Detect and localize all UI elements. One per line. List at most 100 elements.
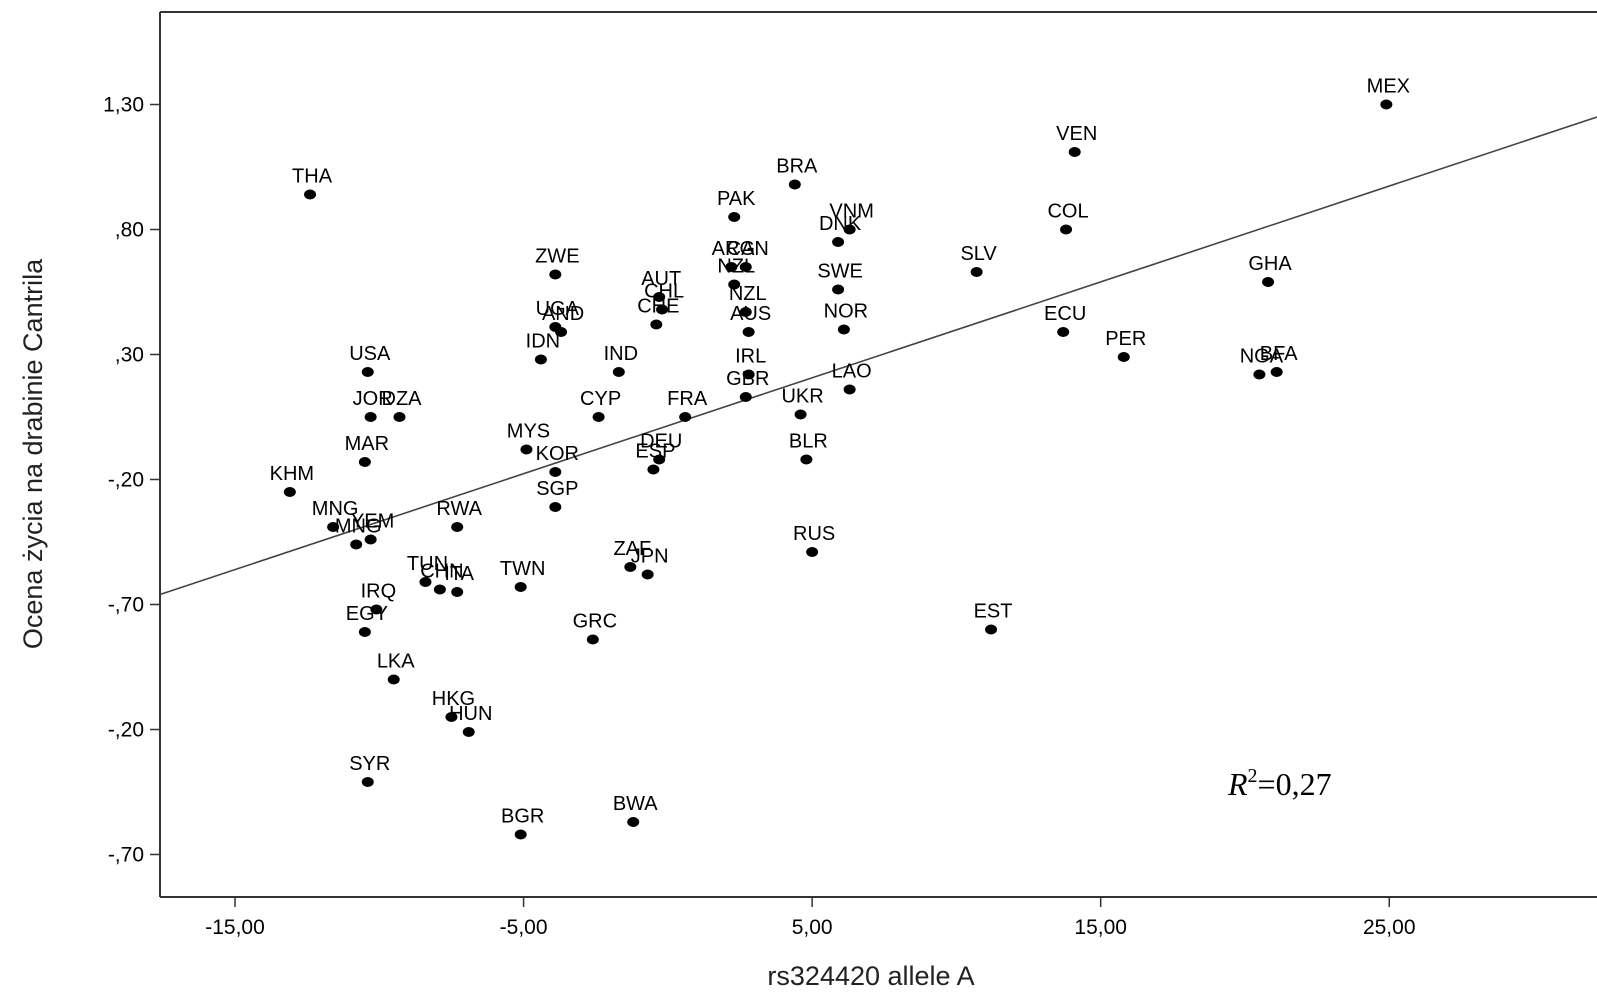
y-tick-label: ,30 xyxy=(115,344,144,367)
data-point xyxy=(586,634,599,645)
x-tick-label: 15,00 xyxy=(1074,916,1127,939)
point-label: GBR xyxy=(726,368,769,390)
data-point xyxy=(742,369,755,380)
point-label: CHL xyxy=(644,281,684,303)
data-point xyxy=(728,212,741,222)
point-label: HUN xyxy=(449,703,492,725)
point-label: ITA xyxy=(444,563,474,585)
data-point xyxy=(1060,224,1073,235)
data-point xyxy=(358,457,371,467)
point-label: JPN xyxy=(631,546,669,568)
point-label: GHA xyxy=(1248,253,1292,275)
point-label: IDN xyxy=(526,331,560,353)
data-point xyxy=(549,467,562,477)
point-label: VNM xyxy=(829,201,873,223)
data-point xyxy=(1270,367,1283,377)
point-label: DEU xyxy=(640,431,682,453)
data-point xyxy=(800,454,813,465)
data-point xyxy=(837,324,850,335)
data-point xyxy=(361,777,374,787)
y-tick-label: -,70 xyxy=(108,594,144,617)
point-label: PER xyxy=(1105,328,1146,350)
data-point xyxy=(549,502,562,512)
data-point xyxy=(358,627,371,637)
point-label: COL xyxy=(1047,201,1088,223)
point-label: THA xyxy=(292,166,333,188)
y-tick-label: 1,30 xyxy=(103,94,144,117)
point-label: IRQ xyxy=(361,581,397,603)
data-point xyxy=(393,412,406,422)
point-label: CAN xyxy=(727,238,769,260)
point-label: MNG xyxy=(312,498,359,520)
x-axis: -15,00 -5,00 5,00 15,00 25,00 xyxy=(205,897,1416,939)
plot-frame xyxy=(159,11,1597,898)
point-label: KHM xyxy=(270,463,314,485)
data-point xyxy=(364,412,377,422)
data-point xyxy=(592,412,605,422)
point-label: HKG xyxy=(432,688,475,710)
point-label: TUN xyxy=(407,553,448,575)
point-label: DZA xyxy=(382,388,423,410)
point-label: USA xyxy=(349,343,391,365)
point-label: EST xyxy=(974,601,1013,623)
data-point xyxy=(549,269,562,280)
data-point xyxy=(364,534,377,545)
data-point xyxy=(433,584,446,595)
point-label: PAK xyxy=(717,188,756,210)
r-squared-annotation: R2=0,27 xyxy=(1227,765,1332,802)
x-tick-label: -15,00 xyxy=(205,916,265,939)
data-point xyxy=(843,224,856,235)
point-label: ZAF xyxy=(613,538,651,560)
y-tick-label: -,20 xyxy=(108,719,144,742)
point-label: IRL xyxy=(735,346,766,368)
point-label: SYR xyxy=(349,753,390,775)
data-point xyxy=(832,284,845,295)
point-label: ECU xyxy=(1044,303,1086,325)
data-point xyxy=(641,569,654,580)
data-point xyxy=(304,189,317,200)
data-point xyxy=(647,464,660,475)
point-label: ARG xyxy=(712,238,755,260)
x-tick-label: 25,00 xyxy=(1363,916,1416,939)
data-point xyxy=(283,487,296,497)
data-point xyxy=(1068,147,1081,157)
point-label: RUS xyxy=(793,523,835,545)
data-point xyxy=(656,304,669,315)
data-point xyxy=(679,412,692,422)
data-point xyxy=(1262,277,1275,287)
data-point xyxy=(612,367,625,377)
data-point xyxy=(370,604,383,615)
x-tick-label: 5,00 xyxy=(792,916,833,939)
fit-line-layer xyxy=(159,116,1597,596)
data-point xyxy=(514,582,527,592)
point-label: LAO xyxy=(832,361,872,383)
data-point xyxy=(742,327,755,337)
point-label: BRA xyxy=(776,156,818,178)
data-point xyxy=(1117,352,1130,362)
point-label: VEN xyxy=(1056,123,1097,145)
x-tick-label: -5,00 xyxy=(500,916,548,939)
r-squared-value: =0,27 xyxy=(1258,766,1332,802)
x-axis-title: rs324420 allele A xyxy=(767,961,974,991)
r-squared-symbol: R xyxy=(1227,766,1248,802)
data-point xyxy=(794,409,807,420)
data-point xyxy=(451,587,464,597)
point-label: FRA xyxy=(667,388,708,410)
y-tick-label: ,80 xyxy=(115,219,144,242)
point-label: GRC xyxy=(573,611,617,633)
point-label: ZWE xyxy=(535,246,579,268)
data-point xyxy=(350,539,363,550)
point-label: NGA xyxy=(1240,346,1284,368)
y-tick-label: -,70 xyxy=(108,844,144,867)
point-label: YEM xyxy=(351,511,394,533)
data-point xyxy=(327,522,340,532)
data-point xyxy=(985,624,998,635)
r-squared-exponent: 2 xyxy=(1248,765,1258,787)
point-label: MAR xyxy=(345,433,389,455)
point-label: AUS xyxy=(730,303,771,325)
point-label: BGR xyxy=(501,806,544,828)
point-label: SGP xyxy=(536,478,578,500)
data-point xyxy=(387,674,400,685)
point-label: NZL xyxy=(717,256,755,278)
